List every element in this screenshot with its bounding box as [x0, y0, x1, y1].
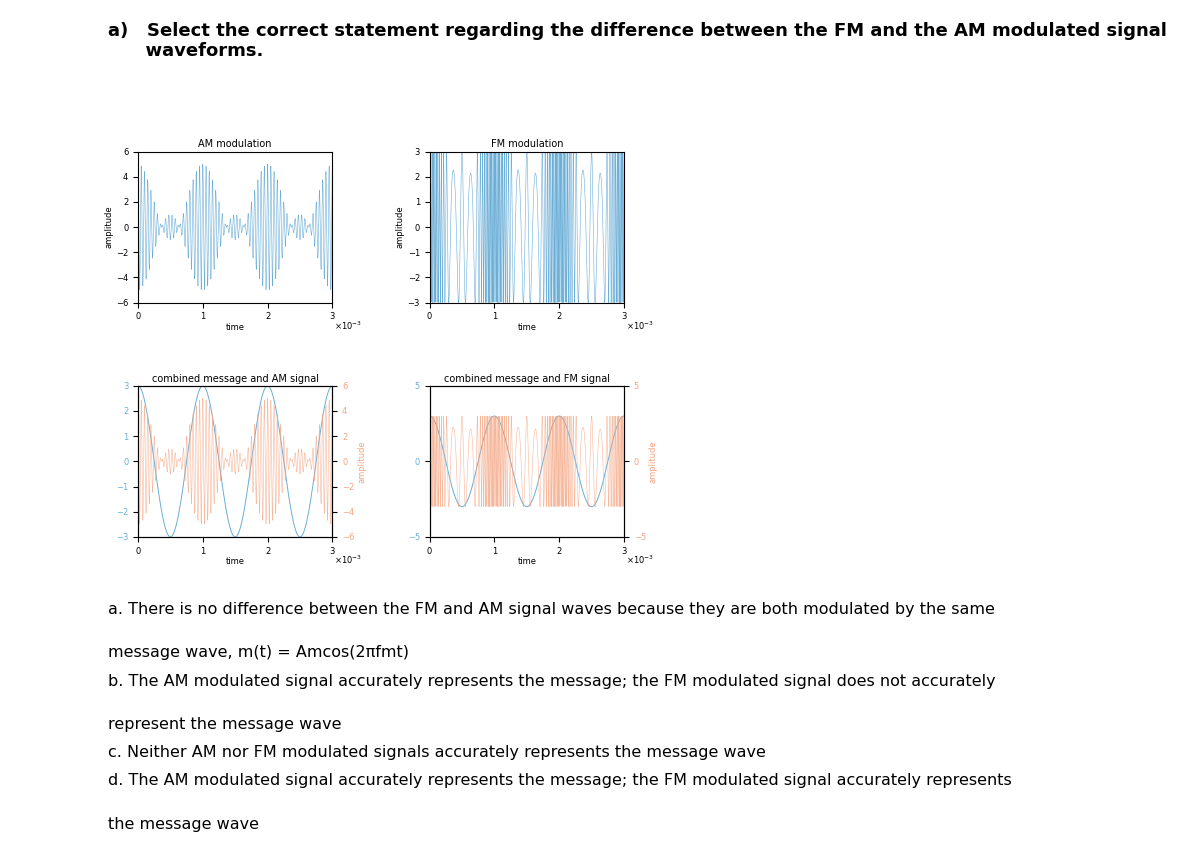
Title: combined message and AM signal: combined message and AM signal — [151, 373, 319, 384]
Text: b. The AM modulated signal accurately represents the message; the FM modulated s: b. The AM modulated signal accurately re… — [108, 674, 996, 688]
Title: FM modulation: FM modulation — [491, 139, 563, 149]
Text: $\times10^{-3}$: $\times10^{-3}$ — [626, 320, 654, 332]
Text: $\times10^{-3}$: $\times10^{-3}$ — [335, 320, 362, 332]
Text: represent the message wave: represent the message wave — [108, 717, 342, 732]
Text: d. The AM modulated signal accurately represents the message; the FM modulated s: d. The AM modulated signal accurately re… — [108, 773, 1012, 788]
Title: AM modulation: AM modulation — [198, 139, 272, 149]
Y-axis label: amplitude: amplitude — [104, 206, 113, 249]
Y-axis label: amplitude: amplitude — [649, 440, 658, 482]
Y-axis label: amplitude: amplitude — [396, 206, 404, 249]
Text: the message wave: the message wave — [108, 817, 259, 831]
Title: combined message and FM signal: combined message and FM signal — [444, 373, 610, 384]
Text: message wave, m(t) = Amcos(2πfmt): message wave, m(t) = Amcos(2πfmt) — [108, 645, 409, 660]
Text: c. Neither AM nor FM modulated signals accurately represents the message wave: c. Neither AM nor FM modulated signals a… — [108, 745, 766, 759]
X-axis label: time: time — [226, 323, 245, 332]
Text: $\times10^{-3}$: $\times10^{-3}$ — [335, 553, 362, 566]
Text: a)   Select the correct statement regarding the difference between the FM and th: a) Select the correct statement regardin… — [108, 22, 1166, 61]
Text: $\times10^{-3}$: $\times10^{-3}$ — [626, 553, 654, 566]
X-axis label: time: time — [226, 557, 245, 566]
X-axis label: time: time — [517, 557, 536, 566]
X-axis label: time: time — [517, 323, 536, 332]
Text: a. There is no difference between the FM and AM signal waves because they are bo: a. There is no difference between the FM… — [108, 602, 995, 617]
Y-axis label: amplitude: amplitude — [358, 440, 366, 482]
